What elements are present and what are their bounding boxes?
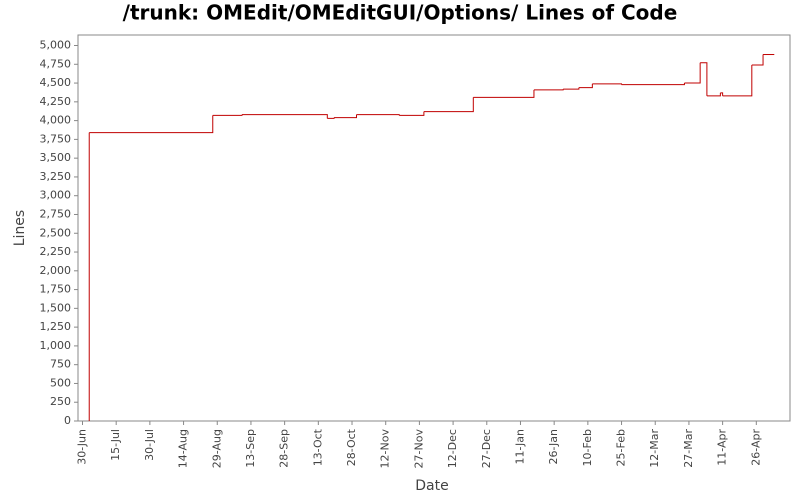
x-tick-label: 12-Nov [379,429,392,469]
y-tick-label: 750 [50,358,71,371]
chart-title: /trunk: OMEdit/OMEditGUI/Options/ Lines … [123,1,678,25]
y-tick-label: 4,500 [40,76,72,89]
y-tick-label: 4,250 [40,95,72,108]
step-segment [212,114,243,116]
y-tick-label: 3,250 [40,170,72,183]
y-tick-label: 1,000 [40,339,72,352]
step-segment [334,114,358,119]
step-segment [751,54,764,66]
y-tick-label: 4,750 [40,57,72,70]
x-tick-label: 29-Aug [210,429,223,468]
x-tick-label: 13-Oct [311,428,324,466]
step-segment [473,89,535,98]
x-tick-label: 27-Nov [412,429,425,469]
y-tick-label: 1,750 [40,283,72,296]
y-tick-label: 500 [50,376,71,389]
x-tick-label: 25-Feb [615,429,628,466]
x-tick-label: 13-Sep [244,429,257,468]
step-segment [720,92,724,96]
x-tick-label: 30-Jun [75,429,88,465]
y-tick-label: 2,000 [40,264,72,277]
step-segment [684,62,701,84]
y-tick-label: 3,500 [40,151,72,164]
step-segment [533,89,564,91]
step-segment [700,62,708,96]
x-axis-title: Date [415,478,448,494]
x-tick-label: 28-Sep [278,429,291,468]
step-segment [563,87,580,90]
x-tick-label: 27-Mar [682,429,695,468]
x-tick-label: 14-Aug [177,429,190,468]
x-tick-label: 12-Mar [648,429,661,468]
step-segment [356,114,400,116]
x-tick-label: 11-Apr [716,429,729,466]
y-axis-title: Lines [12,210,28,246]
x-tick-label: 30-Jul [143,429,156,461]
y-tick-label: 1,250 [40,320,72,333]
y-tick-label: 3,000 [40,189,72,202]
step-segment [423,97,474,113]
y-tick-label: 2,750 [40,207,72,220]
x-tick-label: 27-Dec [480,429,493,468]
step-segment [399,111,425,116]
y-tick-label: 1,500 [40,301,72,314]
x-tick-label: 26-Apr [749,429,762,466]
plot-area [77,34,791,422]
step-segment [327,117,335,119]
x-tick-label: 28-Oct [345,428,358,466]
y-tick-label: 4,000 [40,114,72,127]
x-tick-label: 10-Feb [581,429,594,466]
x-tick-label: 26-Jan [547,429,560,465]
y-tick-label: 5,000 [40,39,72,52]
step-segment [621,83,685,86]
y-tick-label: 2,500 [40,226,72,239]
x-tick-label: 11-Jan [513,429,526,465]
y-tick-label: 250 [50,395,71,408]
step-segment [706,92,721,97]
y-tick-label: 3,750 [40,132,72,145]
x-tick-label: 15-Jul [109,429,122,461]
step-segment [578,83,593,89]
x-tick-label: 12-Dec [446,429,459,468]
step-segment [89,115,214,134]
step-segment [241,114,328,119]
y-tick-label: 2,250 [40,245,72,258]
step-segment [722,65,753,97]
y-tick-label: 0 [64,414,71,427]
